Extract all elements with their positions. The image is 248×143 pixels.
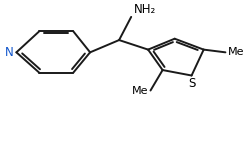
Text: NH₂: NH₂ (134, 3, 156, 16)
Text: S: S (188, 77, 195, 90)
Text: N: N (5, 46, 14, 59)
Text: Me: Me (228, 47, 244, 57)
Text: Me: Me (132, 86, 148, 96)
